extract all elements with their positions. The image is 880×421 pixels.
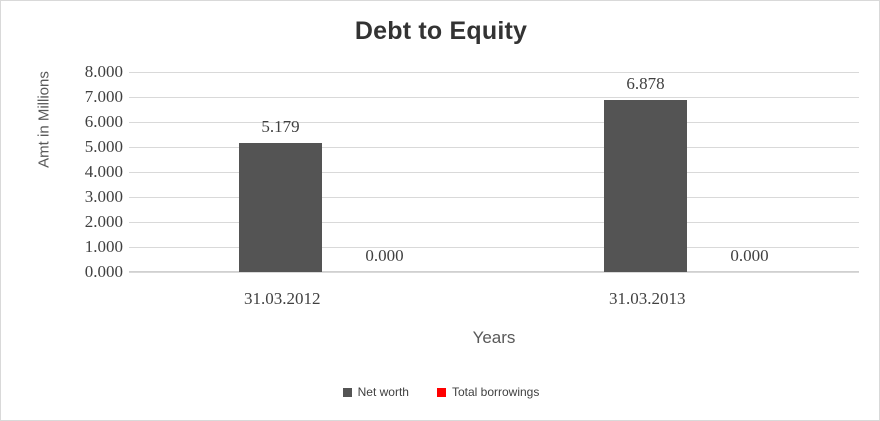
- y-axis-tick-label: 4.000: [84, 162, 123, 181]
- x-axis-title: Years: [472, 328, 516, 347]
- y-axis-tick-label: 8.000: [84, 62, 123, 81]
- y-axis-tick-label: 1.000: [84, 237, 123, 256]
- legend-item-total-borrowings[interactable]: Total borrowings: [436, 385, 540, 399]
- legend-label: Net worth: [357, 385, 409, 399]
- chart-legend: Net worth Total borrowings: [1, 385, 879, 399]
- x-axis-category-label: 31.03.2012: [244, 289, 321, 308]
- y-axis-tick-label: 0.000: [84, 262, 123, 281]
- x-axis-line: [129, 271, 859, 272]
- bar-net-worth-1[interactable]: [603, 100, 687, 272]
- data-label: 0.000: [730, 246, 769, 265]
- legend-swatch-icon: [342, 387, 352, 397]
- y-axis-tick-label: 5.000: [84, 137, 123, 156]
- bar-net-worth-0[interactable]: [238, 142, 322, 272]
- x-axis-category-label: 31.03.2013: [609, 289, 686, 308]
- y-axis-tick-label: 2.000: [84, 212, 123, 231]
- gridline: [129, 147, 859, 148]
- gridline: [129, 172, 859, 173]
- y-axis-tick-label: 3.000: [84, 187, 123, 206]
- gridline: [129, 272, 859, 273]
- legend-swatch-icon: [436, 387, 446, 397]
- y-axis-tick-labels: 8.000 7.000 6.000 5.000 4.000 3.000 2.000 1.000…: [1, 62, 123, 281]
- data-label: 0.000: [365, 246, 404, 265]
- chart-title: Debt to Equity: [354, 17, 528, 45]
- legend-label: Total borrowings: [451, 385, 540, 399]
- gridline: [129, 197, 859, 198]
- data-label: 6.878: [626, 74, 665, 94]
- gridline: [129, 247, 859, 248]
- gridline: [129, 72, 859, 73]
- gridline: [129, 97, 859, 98]
- legend-item-net-worth[interactable]: Net worth: [342, 385, 409, 399]
- gridline: [129, 122, 859, 123]
- y-axis-tick-label: 6.000: [84, 112, 123, 131]
- gridline: [129, 222, 859, 223]
- y-axis-tick-label: 7.000: [84, 87, 123, 106]
- plot-area: [129, 72, 859, 273]
- data-label: 5.179: [261, 116, 300, 136]
